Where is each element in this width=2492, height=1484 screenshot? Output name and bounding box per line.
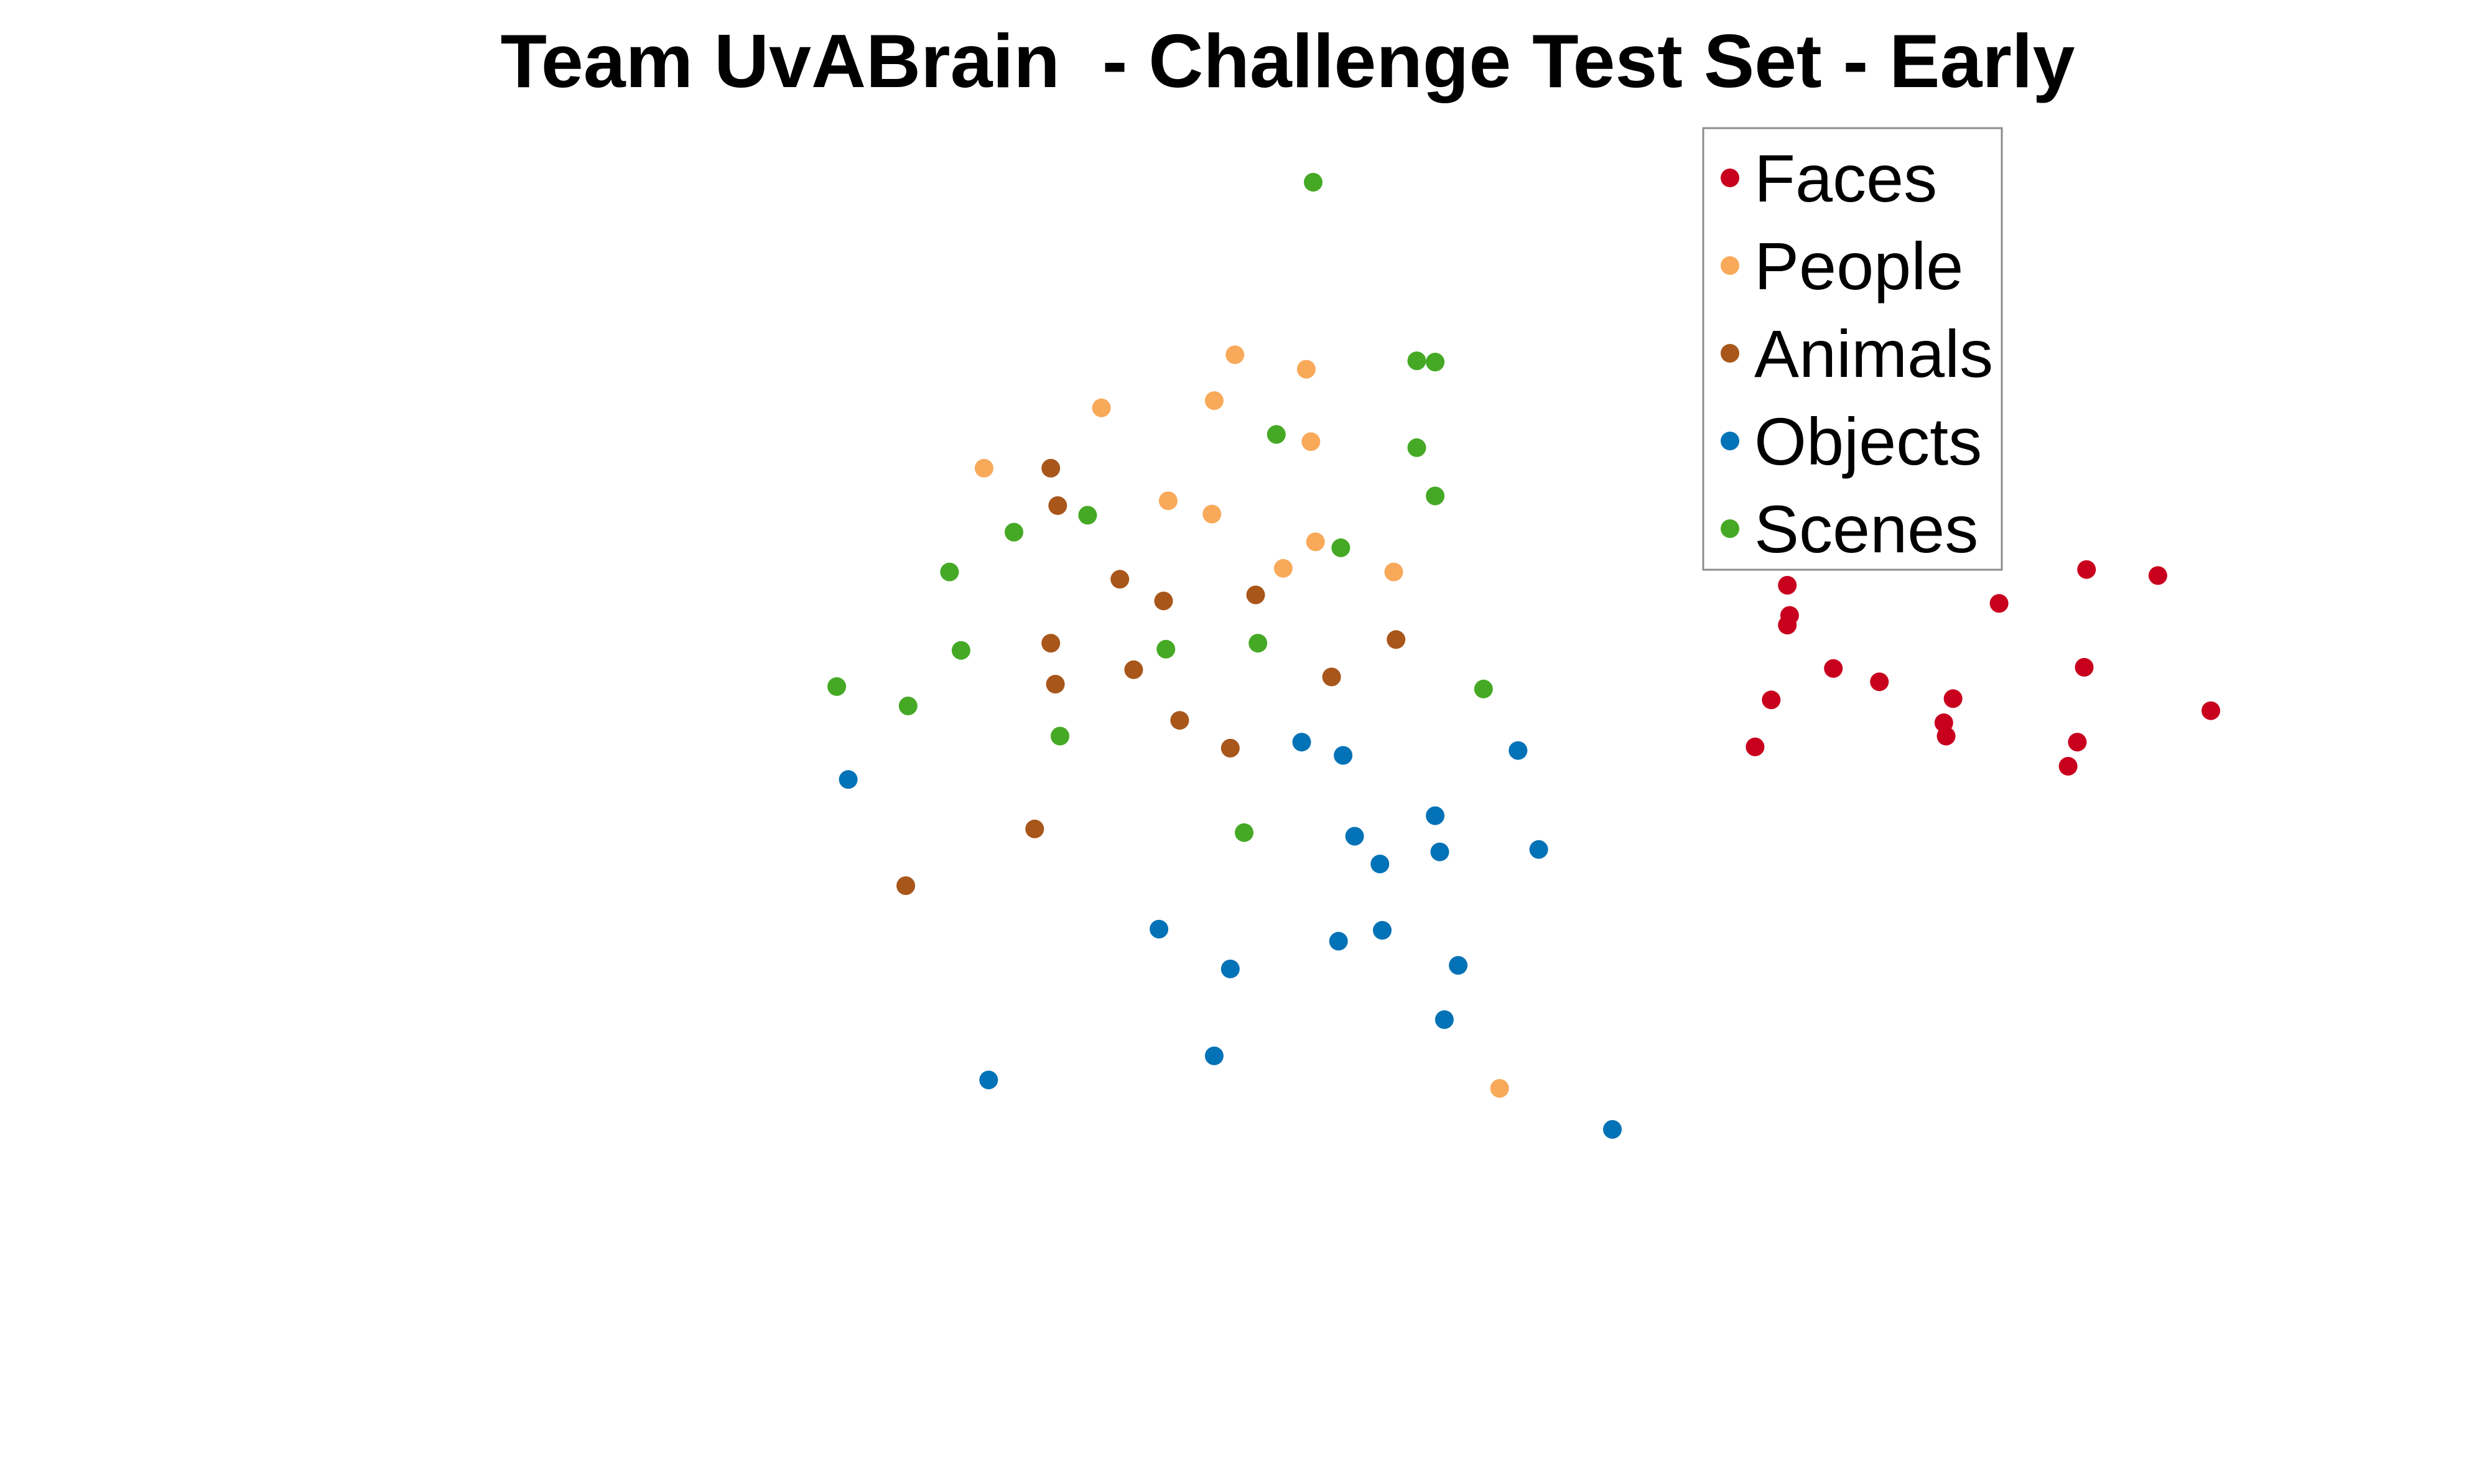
point-people: [1202, 504, 1222, 524]
point-objects: [1449, 956, 1468, 975]
point-animals: [1048, 496, 1067, 515]
point-scenes: [1051, 726, 1069, 746]
point-faces: [1778, 576, 1797, 595]
point-scenes: [1426, 486, 1445, 506]
point-scenes: [827, 677, 847, 696]
point-people: [1384, 562, 1403, 582]
point-objects: [1434, 1010, 1454, 1029]
point-animals: [896, 876, 916, 895]
point-people: [1301, 432, 1321, 452]
point-animals: [1387, 630, 1406, 649]
point-objects: [1370, 855, 1390, 874]
point-animals: [1170, 711, 1189, 730]
point-people: [1158, 491, 1178, 511]
point-people: [974, 458, 993, 478]
legend-marker-scenes: [1721, 519, 1739, 538]
point-faces: [1943, 689, 1963, 708]
point-animals: [1220, 738, 1240, 758]
legend-label-faces: Faces: [1754, 141, 1937, 216]
point-people: [1490, 1078, 1509, 1098]
point-faces: [1936, 726, 1956, 746]
point-scenes: [1078, 506, 1097, 525]
chart-title: Team UvABrain - Challenge Test Set - Ear…: [500, 19, 2075, 103]
point-scenes: [951, 641, 970, 660]
point-objects: [1529, 840, 1548, 859]
point-scenes: [1248, 634, 1268, 653]
point-scenes: [1407, 351, 1426, 371]
point-faces: [1870, 672, 1889, 692]
point-objects: [1345, 827, 1364, 846]
point-faces: [1989, 594, 2009, 613]
data-points: [827, 173, 2220, 1139]
point-faces: [2058, 757, 2078, 776]
legend-marker-people: [1721, 256, 1739, 275]
point-animals: [1046, 675, 1065, 693]
legend-box: [1702, 127, 2003, 571]
point-people: [1204, 391, 1224, 410]
point-objects: [1220, 959, 1240, 978]
point-animals: [1041, 634, 1061, 653]
point-faces: [1746, 737, 1765, 756]
point-animals: [1246, 585, 1265, 605]
point-scenes: [1235, 823, 1253, 842]
point-scenes: [1407, 438, 1426, 457]
point-faces: [2075, 657, 2094, 677]
point-faces: [1824, 659, 1843, 678]
legend-label-objects: Objects: [1754, 404, 1982, 479]
point-objects: [1430, 842, 1449, 861]
point-scenes: [1304, 173, 1323, 192]
point-faces: [1762, 690, 1781, 710]
point-animals: [1041, 458, 1061, 478]
point-objects: [1426, 806, 1445, 825]
point-faces: [2068, 733, 2087, 752]
point-people: [1296, 359, 1316, 379]
legend-marker-objects: [1721, 432, 1739, 450]
point-scenes: [1267, 425, 1286, 444]
legend-marker-faces: [1721, 169, 1739, 187]
legend: Faces People Animals Objects Scenes: [1702, 127, 2003, 571]
point-faces: [2077, 560, 2096, 579]
point-objects: [1334, 746, 1353, 765]
point-objects: [1603, 1120, 1622, 1139]
point-animals: [1110, 570, 1130, 589]
point-animals: [1154, 591, 1173, 611]
point-scenes: [1005, 522, 1023, 542]
point-animals: [1124, 660, 1143, 679]
point-scenes: [1426, 353, 1445, 372]
point-objects: [1329, 932, 1348, 951]
point-faces: [1778, 616, 1797, 634]
point-animals: [1025, 819, 1044, 838]
legend-label-people: People: [1754, 228, 1963, 304]
legend-marker-animals: [1721, 344, 1739, 363]
point-objects: [1292, 733, 1311, 752]
point-objects: [979, 1070, 998, 1090]
point-objects: [839, 770, 858, 789]
legend-label-animals: Animals: [1754, 316, 1993, 391]
point-faces: [2201, 701, 2220, 720]
point-people: [1225, 345, 1245, 364]
point-people: [1306, 532, 1325, 552]
point-scenes: [1156, 639, 1176, 659]
point-people: [1273, 559, 1293, 578]
legend-label-scenes: Scenes: [1754, 491, 1978, 567]
point-scenes: [940, 562, 959, 582]
point-objects: [1373, 921, 1392, 940]
point-objects: [1204, 1046, 1224, 1065]
point-scenes: [898, 697, 918, 715]
point-people: [1092, 398, 1111, 417]
point-scenes: [1331, 538, 1351, 557]
point-scenes: [1474, 679, 1493, 698]
point-objects: [1150, 919, 1169, 939]
point-animals: [1322, 667, 1341, 687]
point-faces: [2148, 566, 2167, 585]
point-objects: [1509, 741, 1528, 760]
